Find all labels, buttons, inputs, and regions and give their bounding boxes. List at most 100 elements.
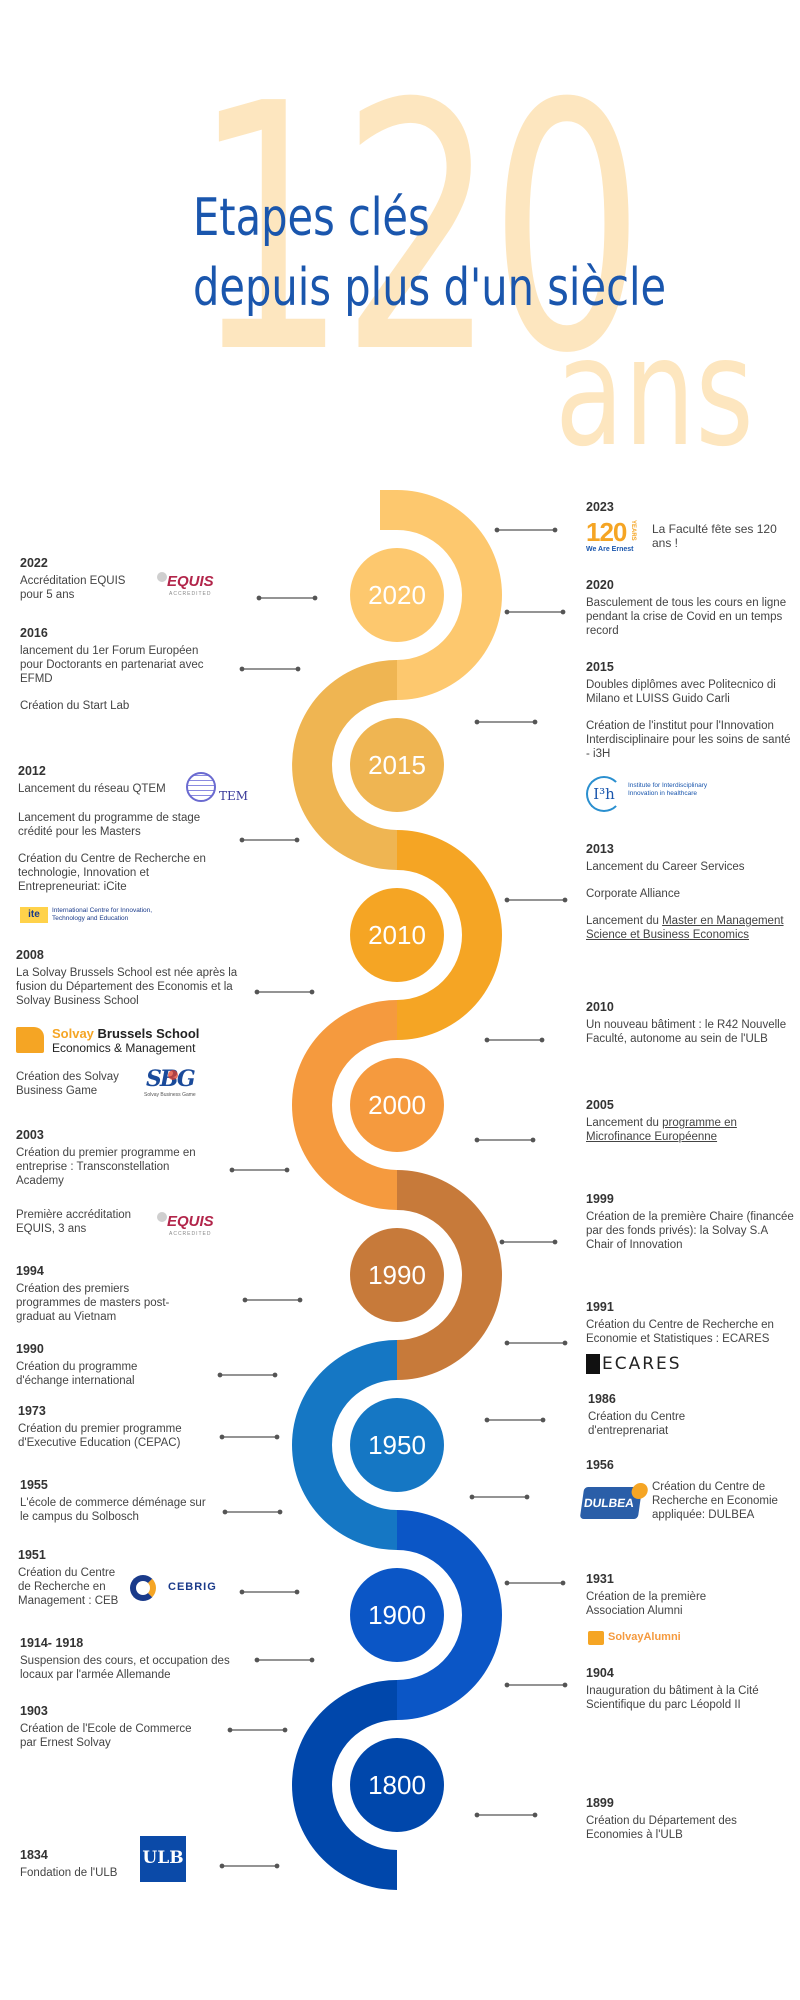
- event-year: 2015: [586, 660, 614, 674]
- timeline-segment-2015: [292, 660, 397, 870]
- event-description: Inauguration du bâtiment à la Cité Scien…: [586, 1685, 759, 1711]
- event-description: Création de l'Ecole de Commerce par Erne…: [20, 1723, 192, 1749]
- event-description: Lancement du Master en Management Scienc…: [586, 914, 796, 942]
- microfinance-program-link[interactable]: programme en Microfinance Européenne: [586, 1117, 737, 1143]
- event-description: Création du Centre de Recherche en Econo…: [652, 1481, 778, 1521]
- timeline-segment-1900: [397, 1510, 502, 1720]
- connector-1955: [222, 1509, 283, 1515]
- event-year: 2008: [16, 948, 44, 962]
- decade-circle-1800: [350, 1738, 444, 1832]
- decade-label-2000: 2000: [368, 1090, 426, 1120]
- event-1994: 1994 Création des premiers programmes de…: [16, 1264, 196, 1337]
- connector-1903: [227, 1727, 288, 1733]
- event-description: La Solvay Brussels School est née après …: [16, 967, 238, 1007]
- master-program-link[interactable]: Master en Management Science et Business…: [586, 915, 784, 941]
- cebrig-wordmark: CEBRIG: [168, 1581, 217, 1593]
- connector-1931: [504, 1580, 566, 1586]
- event-1973: 1973 Création du premier programme d'Exe…: [18, 1404, 208, 1463]
- connector-2013: [504, 897, 568, 903]
- event-description: Suspension des cours, et occupation des …: [20, 1655, 230, 1681]
- event-description: Corporate Alliance: [586, 888, 680, 900]
- connector-1956: [469, 1494, 530, 1500]
- event-1956: 1956: [586, 1458, 706, 1476]
- equis-wordmark: EQUIS: [167, 1213, 214, 1230]
- event-year: 2013: [586, 842, 614, 856]
- event-1899: 1899 Création du Département des Economi…: [586, 1796, 746, 1855]
- event-description: Création de l'institut pour l'Innovation…: [586, 720, 791, 760]
- background-number: 120: [192, 32, 645, 428]
- connector-1904: [504, 1682, 568, 1688]
- event-year: 2003: [16, 1128, 44, 1142]
- event-year: 2023: [586, 500, 614, 514]
- years-tag: YEARS: [630, 520, 636, 541]
- event-description: L'école de commerce déménage sur le camp…: [20, 1497, 206, 1523]
- event-2008-sbg: Création des Solvay Business Game: [16, 1070, 126, 1111]
- equis-logo-2022: EQUIS ACCREDITED: [155, 570, 215, 600]
- event-description: Création du programme d'échange internat…: [16, 1361, 138, 1387]
- icite-text: International Centre for Innovation, Tec…: [52, 907, 153, 922]
- event-year: 1914- 1918: [20, 1636, 84, 1650]
- event-description: Création du Centre de Recherche en Manag…: [18, 1567, 119, 1607]
- event-1955: 1955 L'école de commerce déménage sur le…: [20, 1478, 210, 1537]
- cebrig-logo: CEBRIG: [128, 1573, 238, 1607]
- connector-1994: [242, 1297, 303, 1303]
- event-description: Fondation de l'ULB: [20, 1867, 118, 1879]
- event-2020: 2020 Basculement de tous les cours en li…: [586, 578, 796, 651]
- event-year: 1990: [16, 1342, 44, 1356]
- connector-2010-right: [484, 1037, 545, 1043]
- 120-years-logo: 120 We Are Ernest YEARS: [586, 518, 646, 558]
- event-year: 1834: [20, 1848, 48, 1862]
- event-2005: 2005 Lancement du programme en Microfina…: [586, 1098, 746, 1157]
- event-description: Création du Département des Economies à …: [586, 1815, 737, 1841]
- decade-label-1990: 1990: [368, 1260, 426, 1290]
- timeline-segment-2020: [380, 490, 502, 700]
- ecares-logo: ECARES: [586, 1354, 682, 1374]
- decade-label-2020: 2020: [368, 580, 426, 610]
- event-2022: 2022 Accréditation EQUIS pour 5 ans: [20, 556, 140, 615]
- connector-2005: [474, 1137, 536, 1143]
- equis-dots: [157, 1212, 167, 1222]
- connector-2022: [256, 595, 318, 601]
- event-description: Lancement du réseau QTEM: [18, 783, 166, 795]
- equis-wordmark: EQUIS: [167, 573, 214, 590]
- event-2023-text: La Faculté fête ses 120 ans !: [652, 522, 782, 563]
- solvay-alumni-logo: SolvayAlumni: [588, 1629, 698, 1649]
- event-description: Création des premiers programmes de mast…: [16, 1283, 170, 1323]
- event-year: 2012: [18, 764, 46, 778]
- i3h-mark: I³h: [586, 776, 622, 812]
- event-1991: 1991 Création du Centre de Recherche en …: [586, 1300, 796, 1359]
- event-year: 1956: [586, 1458, 614, 1472]
- event-2015: 2015 Doubles diplômes avec Politecnico d…: [586, 660, 796, 774]
- event-2003-equis: Première accréditation EQUIS, 3 ans: [16, 1208, 156, 1249]
- event-description: Création de la première Chaire (financée…: [586, 1211, 794, 1251]
- event-2003: 2003 Création du premier programme en en…: [16, 1128, 196, 1201]
- event-description: Lancement du programme en Microfinance E…: [586, 1116, 746, 1144]
- equis-dots: [157, 572, 167, 582]
- sbg-logo: SBG Solvay Business Game: [144, 1066, 200, 1102]
- decade-circle-2010: [350, 888, 444, 982]
- event-description-prefix: Lancement du: [586, 915, 663, 927]
- event-2008: 2008 La Solvay Brussels School est née a…: [16, 948, 241, 1021]
- event-description: Un nouveau bâtiment : le R42 Nouvelle Fa…: [586, 1019, 787, 1045]
- event-description: Création du Centre de Recherche en techn…: [18, 853, 206, 893]
- connector-2003: [229, 1167, 290, 1173]
- event-2012: 2012 Lancement du réseau QTEM Lancement …: [18, 764, 228, 907]
- connector-1991: [504, 1340, 568, 1346]
- connector-2016: [239, 666, 301, 672]
- solvay-mark: [16, 1027, 44, 1053]
- event-description: Création du premier programme en entrepr…: [16, 1147, 196, 1187]
- event-1951: 1951 Création du Centre de Recherche en …: [18, 1548, 128, 1621]
- timeline-segment-2010: [397, 830, 502, 1040]
- event-1999: 1999 Création de la première Chaire (fin…: [586, 1192, 796, 1265]
- event-year: 2020: [586, 578, 614, 592]
- connector-2023: [494, 527, 558, 533]
- event-1986: 1986 Création du Centre d'entreprenariat: [588, 1392, 718, 1451]
- i3h-text: Institute for Interdisciplinary Innovati…: [628, 782, 708, 797]
- event-description: Création du Start Lab: [20, 700, 130, 712]
- decade-circle-1990: [350, 1228, 444, 1322]
- solvay-tagline: Economics & Management: [52, 1041, 196, 1055]
- background-word: ans: [555, 306, 754, 480]
- event-year: 2005: [586, 1098, 614, 1112]
- event-year: 1899: [586, 1796, 614, 1810]
- event-year: 1931: [586, 1572, 614, 1586]
